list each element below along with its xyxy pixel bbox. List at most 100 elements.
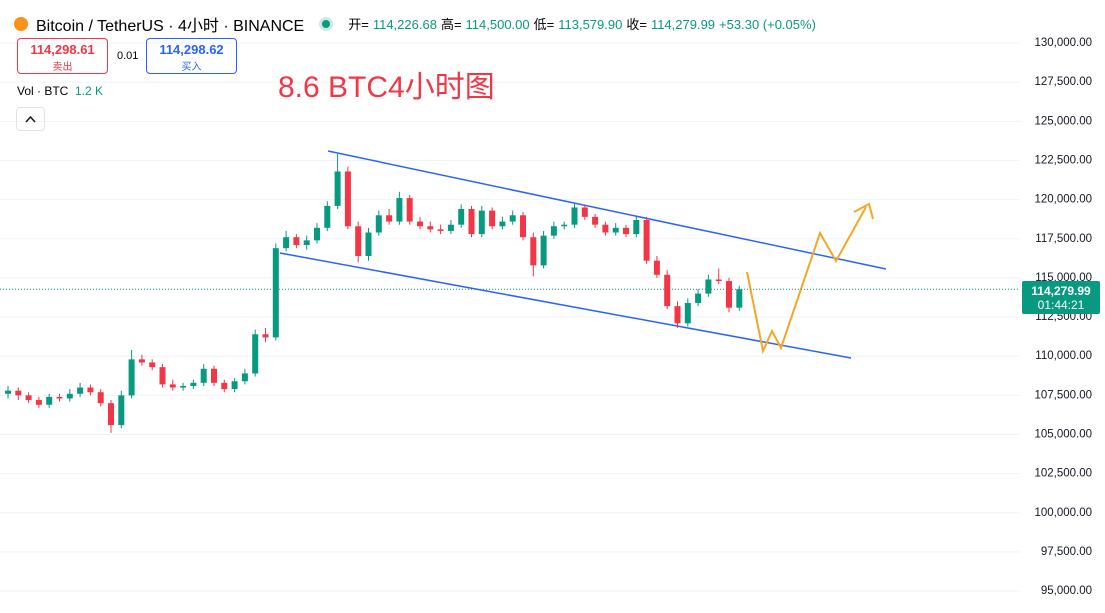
candle-body xyxy=(77,387,84,394)
countdown: 01:44:21 xyxy=(1037,298,1085,312)
candle-body xyxy=(571,207,578,225)
candle-body xyxy=(674,306,681,324)
ohlc: 开= 114,226.68 高= 114,500.00 低= 113,579.90 收= 11… xyxy=(348,14,719,34)
collapse-button[interactable] xyxy=(16,107,45,131)
candle-body xyxy=(602,224,609,233)
candle-body xyxy=(458,209,465,225)
candle-body xyxy=(623,227,629,235)
y-tick-label: 127,500.00 xyxy=(1034,76,1092,88)
candle-body xyxy=(108,403,114,426)
candle-body xyxy=(138,359,145,363)
candle-body xyxy=(561,224,568,227)
candle-body xyxy=(592,216,599,225)
candle-body xyxy=(715,279,722,282)
candle-body xyxy=(437,229,444,231)
candle-body xyxy=(427,226,434,230)
candle-body xyxy=(231,381,238,390)
candle-body xyxy=(355,226,362,257)
candle-body xyxy=(97,392,104,404)
candle-body xyxy=(46,396,53,405)
candle-body xyxy=(87,387,94,393)
y-tick-label: 122,500.00 xyxy=(1034,155,1092,167)
buy-label: 买入 xyxy=(181,62,202,73)
candle-body xyxy=(190,382,197,386)
candle-body xyxy=(365,232,372,257)
candle-body xyxy=(375,215,382,233)
candle-body xyxy=(118,395,125,426)
symbol[interactable]: Bitcoin / TetherUS · 4小时 · BINANCE xyxy=(36,18,305,35)
candle-body xyxy=(66,393,73,399)
y-tick-label: 117,500.00 xyxy=(1035,233,1092,245)
candle-body xyxy=(550,226,557,236)
candle-body xyxy=(15,390,22,396)
price-tag: 114,279.99 01:44:21 xyxy=(1022,281,1100,314)
projection-arrow xyxy=(853,202,874,220)
ohlc-label: 收= xyxy=(626,17,647,32)
candle-body xyxy=(221,382,228,390)
y-tick-label: 130,000.00 xyxy=(1034,37,1092,49)
candle-body xyxy=(25,395,32,401)
channel-upper xyxy=(327,150,887,270)
coin-icon xyxy=(14,17,28,31)
candle-body xyxy=(684,302,691,324)
candle-body xyxy=(149,362,156,368)
candle-body xyxy=(314,227,320,241)
y-tick-label: 95,000.00 xyxy=(1041,585,1092,597)
candle-body xyxy=(5,390,11,394)
candle-body xyxy=(344,171,351,227)
y-tick-label: 105,000.00 xyxy=(1034,429,1092,441)
candle-body xyxy=(303,240,310,246)
candle-body xyxy=(180,385,187,388)
last-price-label: 114,279.99 xyxy=(1031,284,1091,298)
ohlc-label: 低= xyxy=(533,17,555,32)
buy-button[interactable]: 114,298.62 买入 xyxy=(146,38,237,74)
candle-body xyxy=(705,279,712,294)
ohlc-value: 114,226.68 xyxy=(372,17,437,32)
candle-body xyxy=(35,400,42,405)
candle-body xyxy=(530,237,537,266)
volume-value: 1.2 K xyxy=(75,84,104,98)
candle-body xyxy=(241,373,248,382)
candle-body xyxy=(169,384,176,388)
candle-body xyxy=(200,368,207,383)
volume: Vol · BTC 1.2 K xyxy=(17,84,103,98)
y-tick-label: 112,500.00 xyxy=(1035,311,1092,323)
ohlc-label: 开= xyxy=(348,17,369,32)
candle-body xyxy=(612,227,619,233)
channel xyxy=(279,150,887,359)
candle-body xyxy=(447,224,454,231)
candle-body xyxy=(252,334,259,374)
channel-lower xyxy=(279,252,852,359)
y-tick-label: 107,500.00 xyxy=(1034,389,1092,401)
candle-body xyxy=(653,260,660,275)
ohlc-value: 114,500.00 xyxy=(465,17,530,32)
candle-body xyxy=(272,248,279,338)
candle-body xyxy=(283,237,290,249)
chevron xyxy=(25,115,36,123)
candle-body xyxy=(509,215,516,222)
y-tick-label: 97,500.00 xyxy=(1041,546,1092,558)
buy-price: 114,298.62 xyxy=(159,42,224,57)
ohlc-value: 113,579.90 xyxy=(558,17,623,32)
candle-body xyxy=(726,281,732,308)
candle-body xyxy=(499,221,506,227)
volume-label: Vol · BTC xyxy=(17,84,69,98)
candle-body xyxy=(128,359,135,396)
sell-button[interactable]: 114,298.61 卖出 xyxy=(17,38,108,74)
candle-body xyxy=(478,210,485,235)
ohlc-label: 高= xyxy=(440,17,462,32)
sell-label: 卖出 xyxy=(52,62,73,73)
y-tick-label: 115,000.00 xyxy=(1035,272,1092,284)
change: +53.30 (+0.05%) xyxy=(719,16,816,32)
candle-body xyxy=(406,198,413,222)
candle-body xyxy=(695,293,702,303)
candle-body xyxy=(489,210,496,227)
candle-body xyxy=(324,205,331,228)
candle-body xyxy=(211,368,217,383)
ohlc-value: 114,279.99 xyxy=(650,17,716,32)
candle-body xyxy=(633,219,640,235)
sell-price: 114,298.61 xyxy=(30,42,95,57)
y-tick-label: 110,000.00 xyxy=(1035,350,1092,362)
